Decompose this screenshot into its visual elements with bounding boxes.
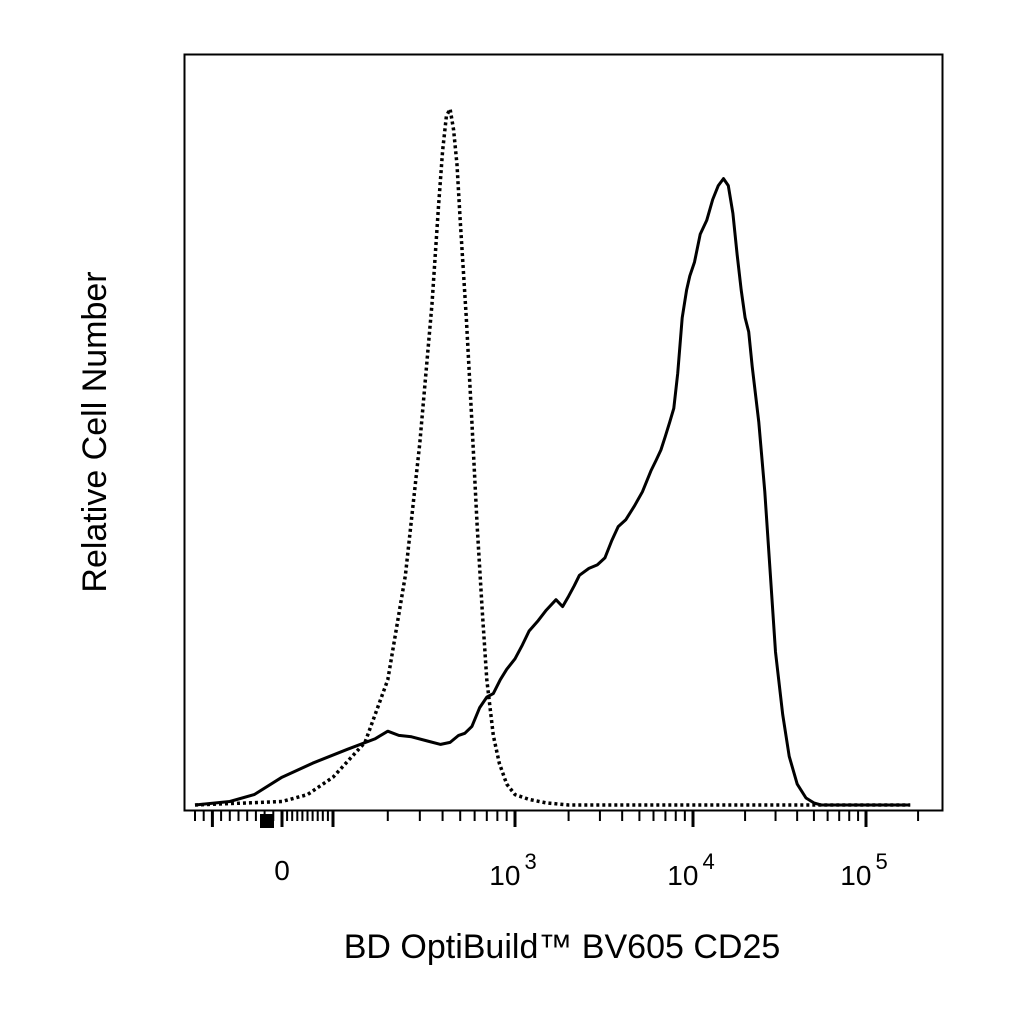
x-tick-label: 10 3 [489,849,536,891]
x-axis-label: BD OptiBuild™ BV605 CD25 [344,928,781,966]
y-axis-label: Relative Cell Number [76,271,114,592]
zero-marker [260,814,274,828]
x-tick-label: 10 4 [667,849,714,891]
x-axis-ticks [194,811,920,828]
series-dotted-line [194,107,911,807]
series-layer [194,107,911,807]
series-solid-line [194,177,911,807]
x-tick-label: 0 [274,855,290,886]
x-axis-tick-labels: 0 10 3 10 4 10 5 [274,849,887,891]
x-tick-label: 10 5 [840,849,887,891]
plot-frame [183,53,944,812]
